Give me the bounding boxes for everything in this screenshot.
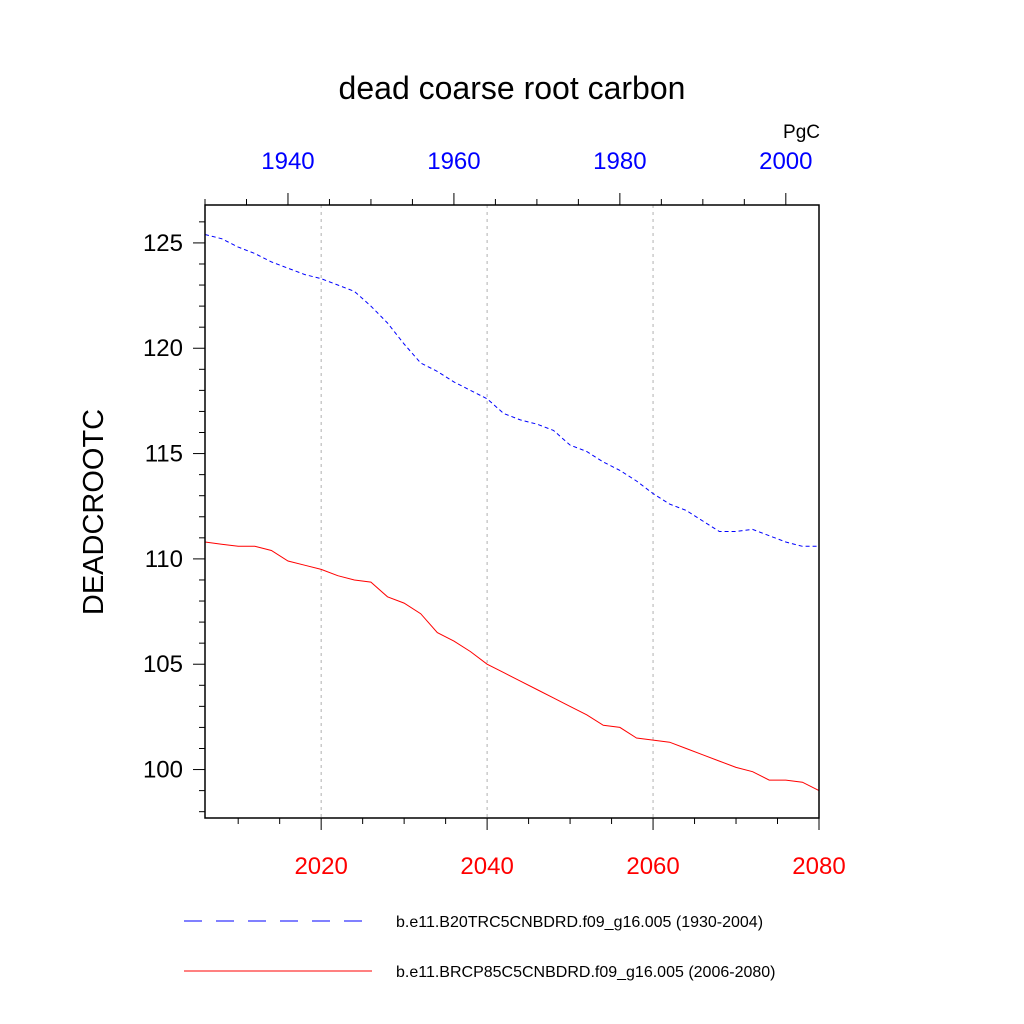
series-line-rcp85 (204, 541, 820, 792)
y-tick-label: 110 (145, 546, 183, 573)
x-top-tick-label: 1960 (427, 148, 480, 175)
plot-frame (204, 204, 820, 819)
x-bottom-tick-label: 2020 (294, 853, 347, 880)
x-top-tick-label: 2000 (759, 148, 812, 175)
legend: b.e11.B20TRC5CNBDRD.f09_g16.005 (1930-20… (184, 914, 775, 981)
x-top-tick-label: 1980 (593, 148, 646, 175)
series-line-historical (204, 234, 819, 547)
axes: 100 105 110 115 120 125 2020 2040 2060 2080 1940 19… (143, 148, 846, 880)
y-axis-label: DEADCROOTC (78, 409, 110, 615)
y-tick-label: 105 (143, 651, 183, 678)
x-bottom-tick-label: 2060 (626, 853, 679, 880)
legend-label-historical: b.e11.B20TRC5CNBDRD.f09_g16.005 (1930-20… (396, 914, 763, 931)
grid-lines (320, 205, 654, 818)
y-tick-label: 125 (143, 230, 183, 257)
units-label: PgC (783, 122, 820, 143)
x-bottom-tick-label: 2040 (460, 853, 513, 880)
chart-title: dead coarse root carbon (339, 70, 686, 106)
series-historical (204, 234, 819, 547)
x-top-tick-label: 1940 (261, 148, 314, 175)
series-rcp85 (204, 541, 820, 792)
legend-label-rcp85: b.e11.BRCP85C5CNBDRD.f09_g16.005 (2006-2… (396, 964, 775, 981)
x-bottom-tick-label: 2080 (792, 853, 845, 880)
y-tick-label: 120 (143, 335, 183, 362)
y-tick-label: 115 (145, 441, 183, 468)
y-tick-label: 100 (143, 757, 183, 784)
